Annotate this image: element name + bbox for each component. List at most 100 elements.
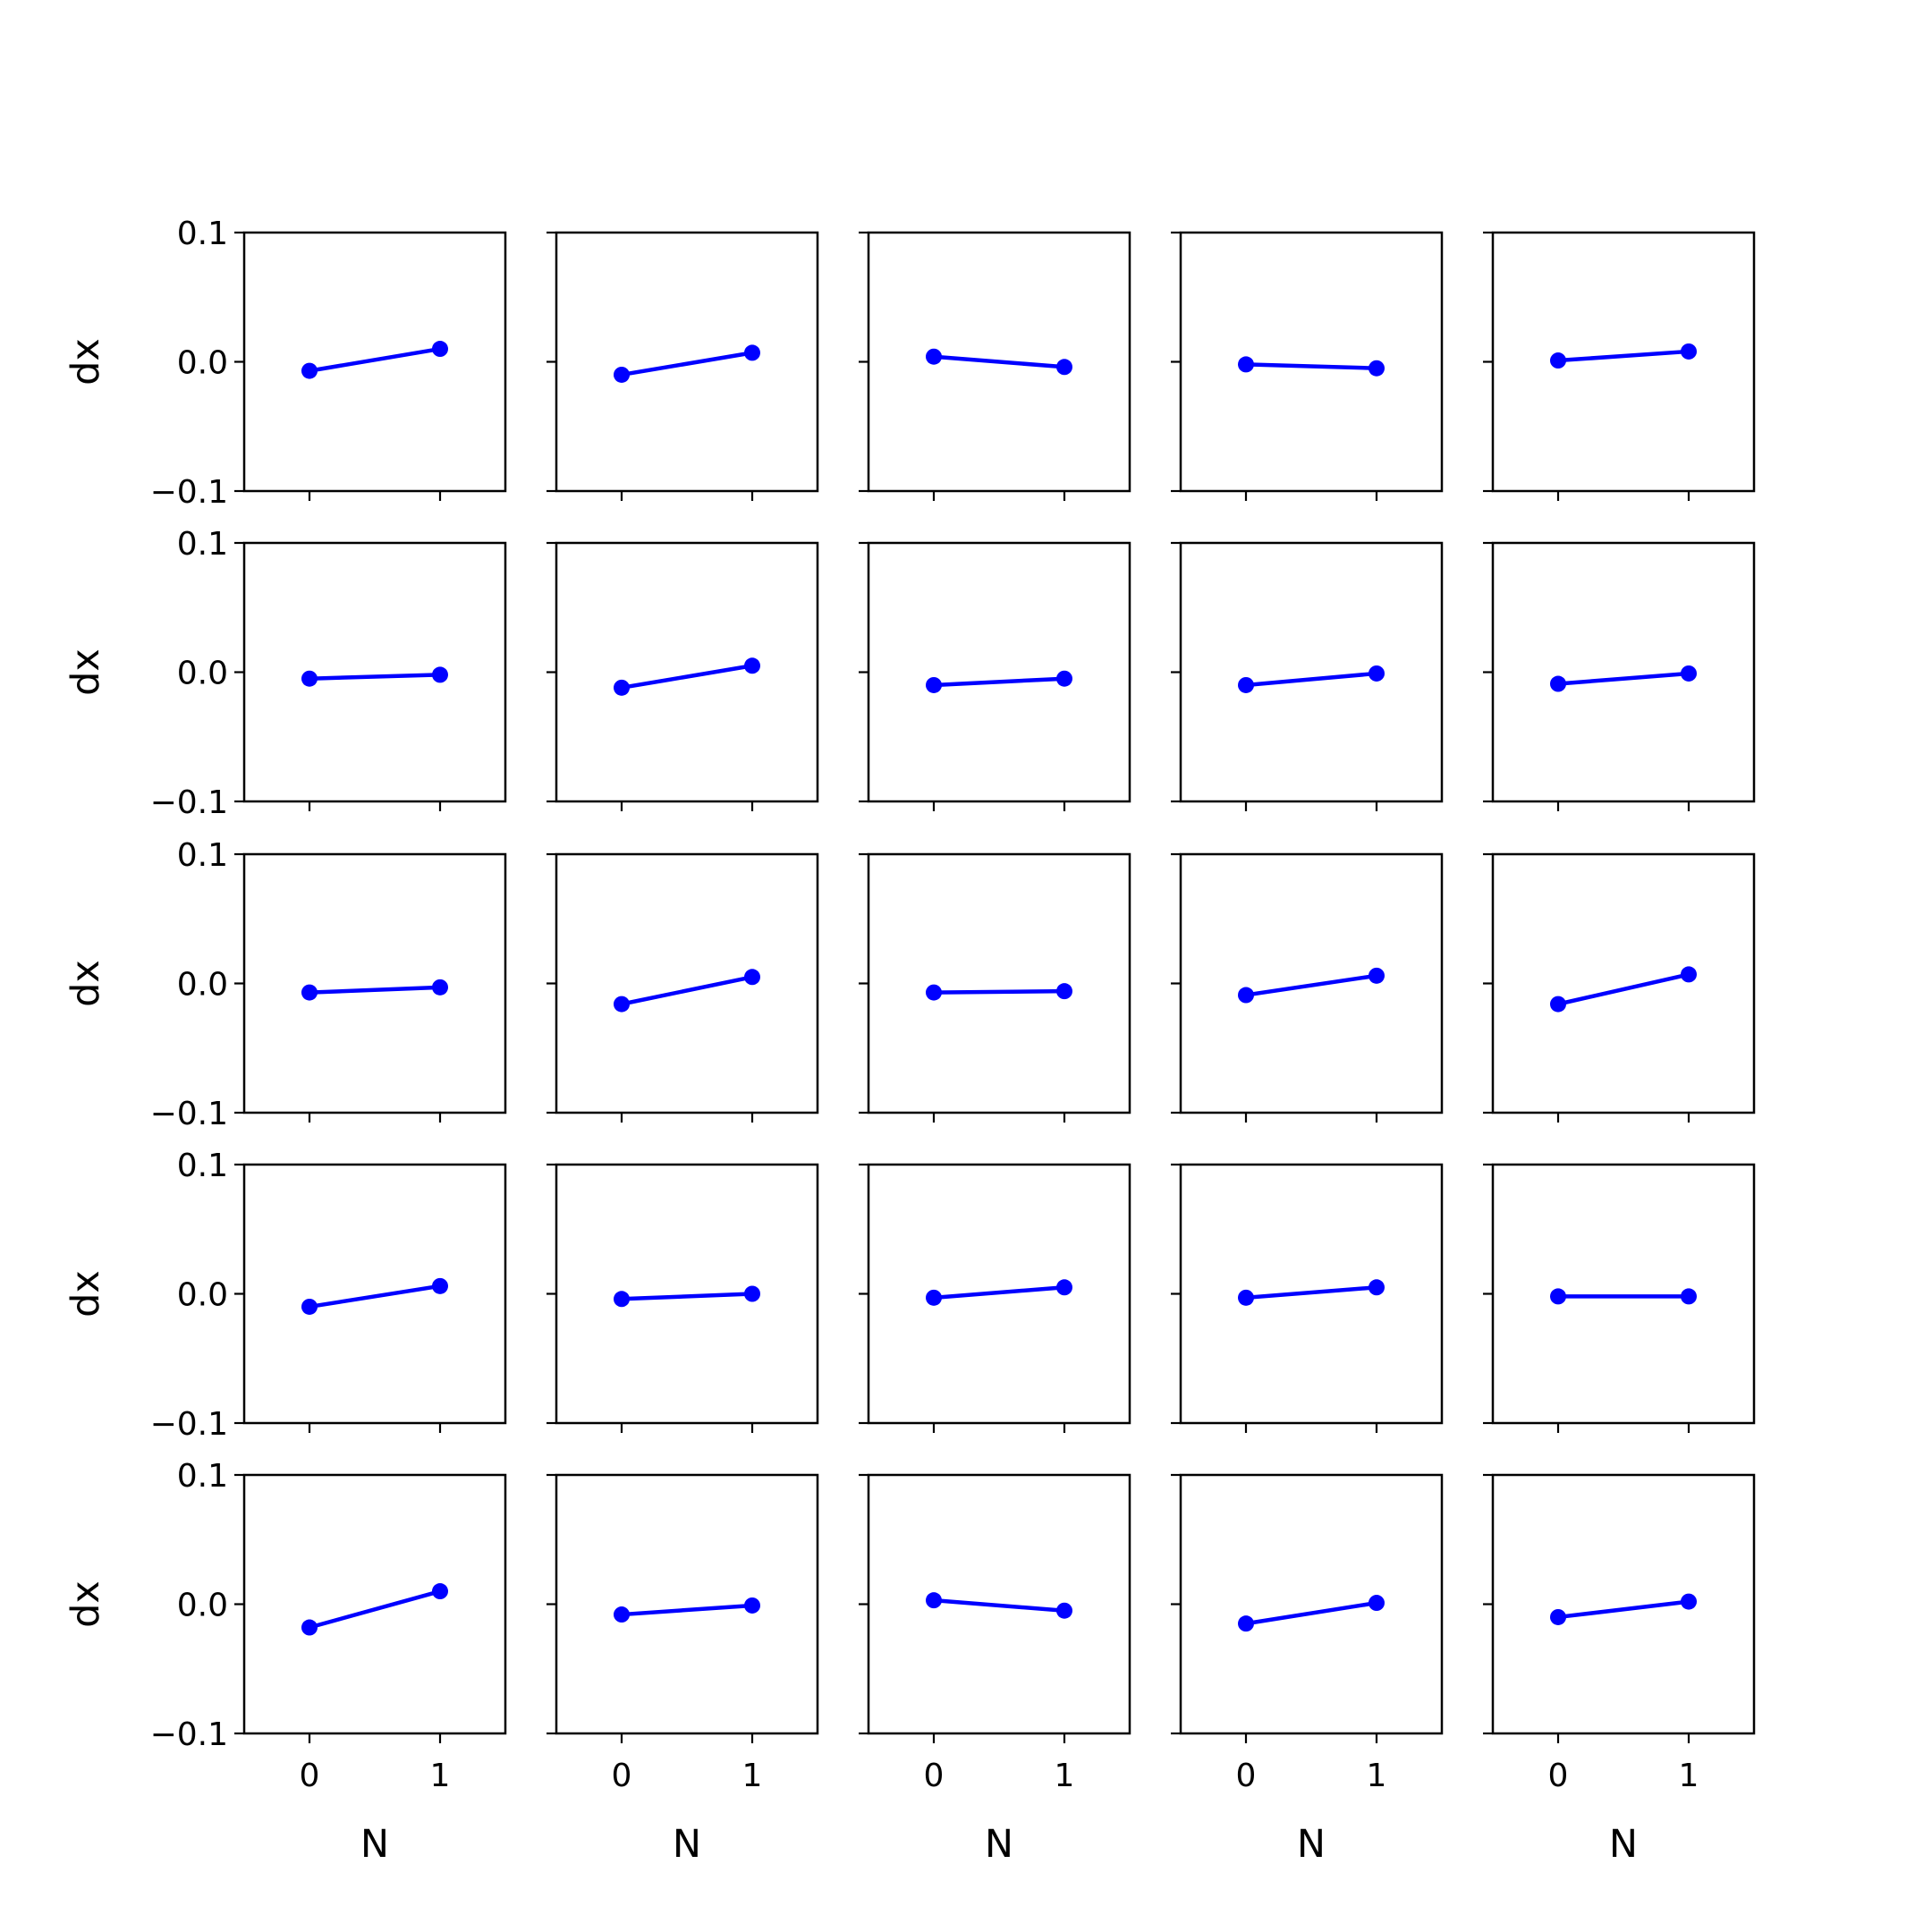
subplot-r2-c3: [859, 541, 1131, 811]
y-tick-label: 0.0: [177, 345, 228, 382]
series-line: [1557, 972, 1690, 1006]
data-point: [1056, 359, 1072, 376]
series-line: [309, 673, 441, 681]
data-point: [1238, 676, 1254, 693]
x-tick-label: 1: [1055, 1758, 1075, 1794]
data-point: [744, 969, 760, 986]
subplot-r5-c1: 0 1 −0.1 0.0 0.1 Ndx: [64, 1458, 507, 1867]
data-point: [744, 1597, 760, 1614]
data-point: [1056, 670, 1072, 687]
axes-frame: [242, 852, 507, 1114]
y-tick-label: 0.0: [177, 656, 228, 692]
series-line: [309, 985, 441, 995]
data-point: [1681, 665, 1697, 682]
data-point: [614, 679, 630, 696]
data-point: [926, 1592, 942, 1609]
data-point: [926, 348, 942, 365]
x-axis-label: N: [985, 1822, 1013, 1867]
subplot-r1-c2: [547, 231, 819, 501]
subplot-r1-c4: [1171, 231, 1444, 501]
subplot-r4-c2: [547, 1163, 819, 1433]
y-tick-label: −0.1: [150, 1716, 228, 1753]
data-point: [432, 341, 448, 358]
series-line: [309, 1589, 441, 1630]
y-tick-label: 0.1: [177, 837, 228, 874]
axes-frame: [1491, 231, 1756, 493]
axes-frame: [242, 541, 507, 803]
subplot-r1-c3: [859, 231, 1131, 501]
data-point: [1681, 1593, 1697, 1610]
data-point: [744, 1285, 760, 1302]
data-point: [614, 366, 630, 383]
y-axis-label: dx: [64, 648, 108, 696]
x-axis-label: N: [1297, 1822, 1326, 1867]
x-tick-label: 0: [1548, 1758, 1569, 1794]
data-point: [1238, 987, 1254, 1004]
series-line: [933, 676, 1065, 688]
series-line: [621, 351, 753, 377]
series-line: [621, 1292, 753, 1301]
series-line: [1245, 362, 1377, 370]
series-line: [1557, 1599, 1690, 1620]
y-tick-label: −0.1: [150, 784, 228, 821]
x-axis-label: N: [1609, 1822, 1638, 1867]
x-axis-label: N: [360, 1822, 389, 1867]
axes-frame: [867, 541, 1131, 803]
x-tick-label: 0: [924, 1758, 945, 1794]
data-point: [301, 670, 318, 687]
axes-frame: [867, 852, 1131, 1114]
x-tick-label: 0: [1236, 1758, 1257, 1794]
y-tick-label: 0.1: [177, 1458, 228, 1495]
data-point: [926, 984, 942, 1001]
data-point: [1681, 1288, 1697, 1305]
data-point: [301, 1619, 318, 1636]
axes-frame: [867, 231, 1131, 493]
data-point: [1681, 966, 1697, 983]
axes-frame: [1491, 1163, 1756, 1425]
axes-frame: [555, 1473, 819, 1735]
data-point: [1368, 967, 1385, 984]
data-point: [1056, 1279, 1072, 1296]
subplot-r2-c1: −0.1 0.0 0.1 dx: [64, 526, 507, 821]
data-point: [744, 344, 760, 361]
data-point: [926, 1289, 942, 1306]
subplot-r4-c4: [1171, 1163, 1444, 1433]
axes-frame: [1491, 541, 1756, 803]
subplot-r3-c2: [547, 852, 819, 1123]
axes-frame: [555, 541, 819, 803]
data-point: [744, 657, 760, 674]
y-tick-label: 0.1: [177, 1148, 228, 1184]
axes-frame: [555, 1163, 819, 1425]
y-tick-label: 0.0: [177, 1277, 228, 1314]
data-point: [1056, 983, 1072, 1000]
y-tick-label: 0.1: [177, 216, 228, 252]
x-tick-label: 1: [1679, 1758, 1699, 1794]
subplot-r3-c4: [1171, 852, 1444, 1123]
series-line: [933, 354, 1065, 369]
y-tick-label: 0.0: [177, 967, 228, 1004]
data-point: [301, 984, 318, 1001]
data-point: [1368, 1279, 1385, 1296]
data-point: [926, 676, 942, 693]
data-point: [1550, 675, 1566, 692]
x-tick-label: 0: [300, 1758, 320, 1794]
subplot-r5-c3: 0 1 N: [859, 1473, 1131, 1867]
y-axis-label: dx: [64, 960, 108, 1007]
series-line: [933, 988, 1065, 995]
data-point: [432, 979, 448, 996]
x-tick-label: 0: [612, 1758, 632, 1794]
series-line: [621, 1603, 753, 1617]
x-tick-label: 1: [742, 1758, 763, 1794]
subplot-r1-c5: [1483, 231, 1756, 501]
x-tick-label: 1: [430, 1758, 451, 1794]
subplot-r3-c3: [859, 852, 1131, 1123]
data-point: [1368, 1595, 1385, 1612]
axes-frame: [555, 852, 819, 1114]
subplot-r5-c2: 0 1 N: [547, 1473, 819, 1867]
series-line: [933, 1285, 1065, 1301]
series-line: [621, 975, 753, 1006]
subplot-r4-c3: [859, 1163, 1131, 1433]
y-axis-label: dx: [64, 1270, 108, 1318]
y-tick-label: −0.1: [150, 1406, 228, 1443]
